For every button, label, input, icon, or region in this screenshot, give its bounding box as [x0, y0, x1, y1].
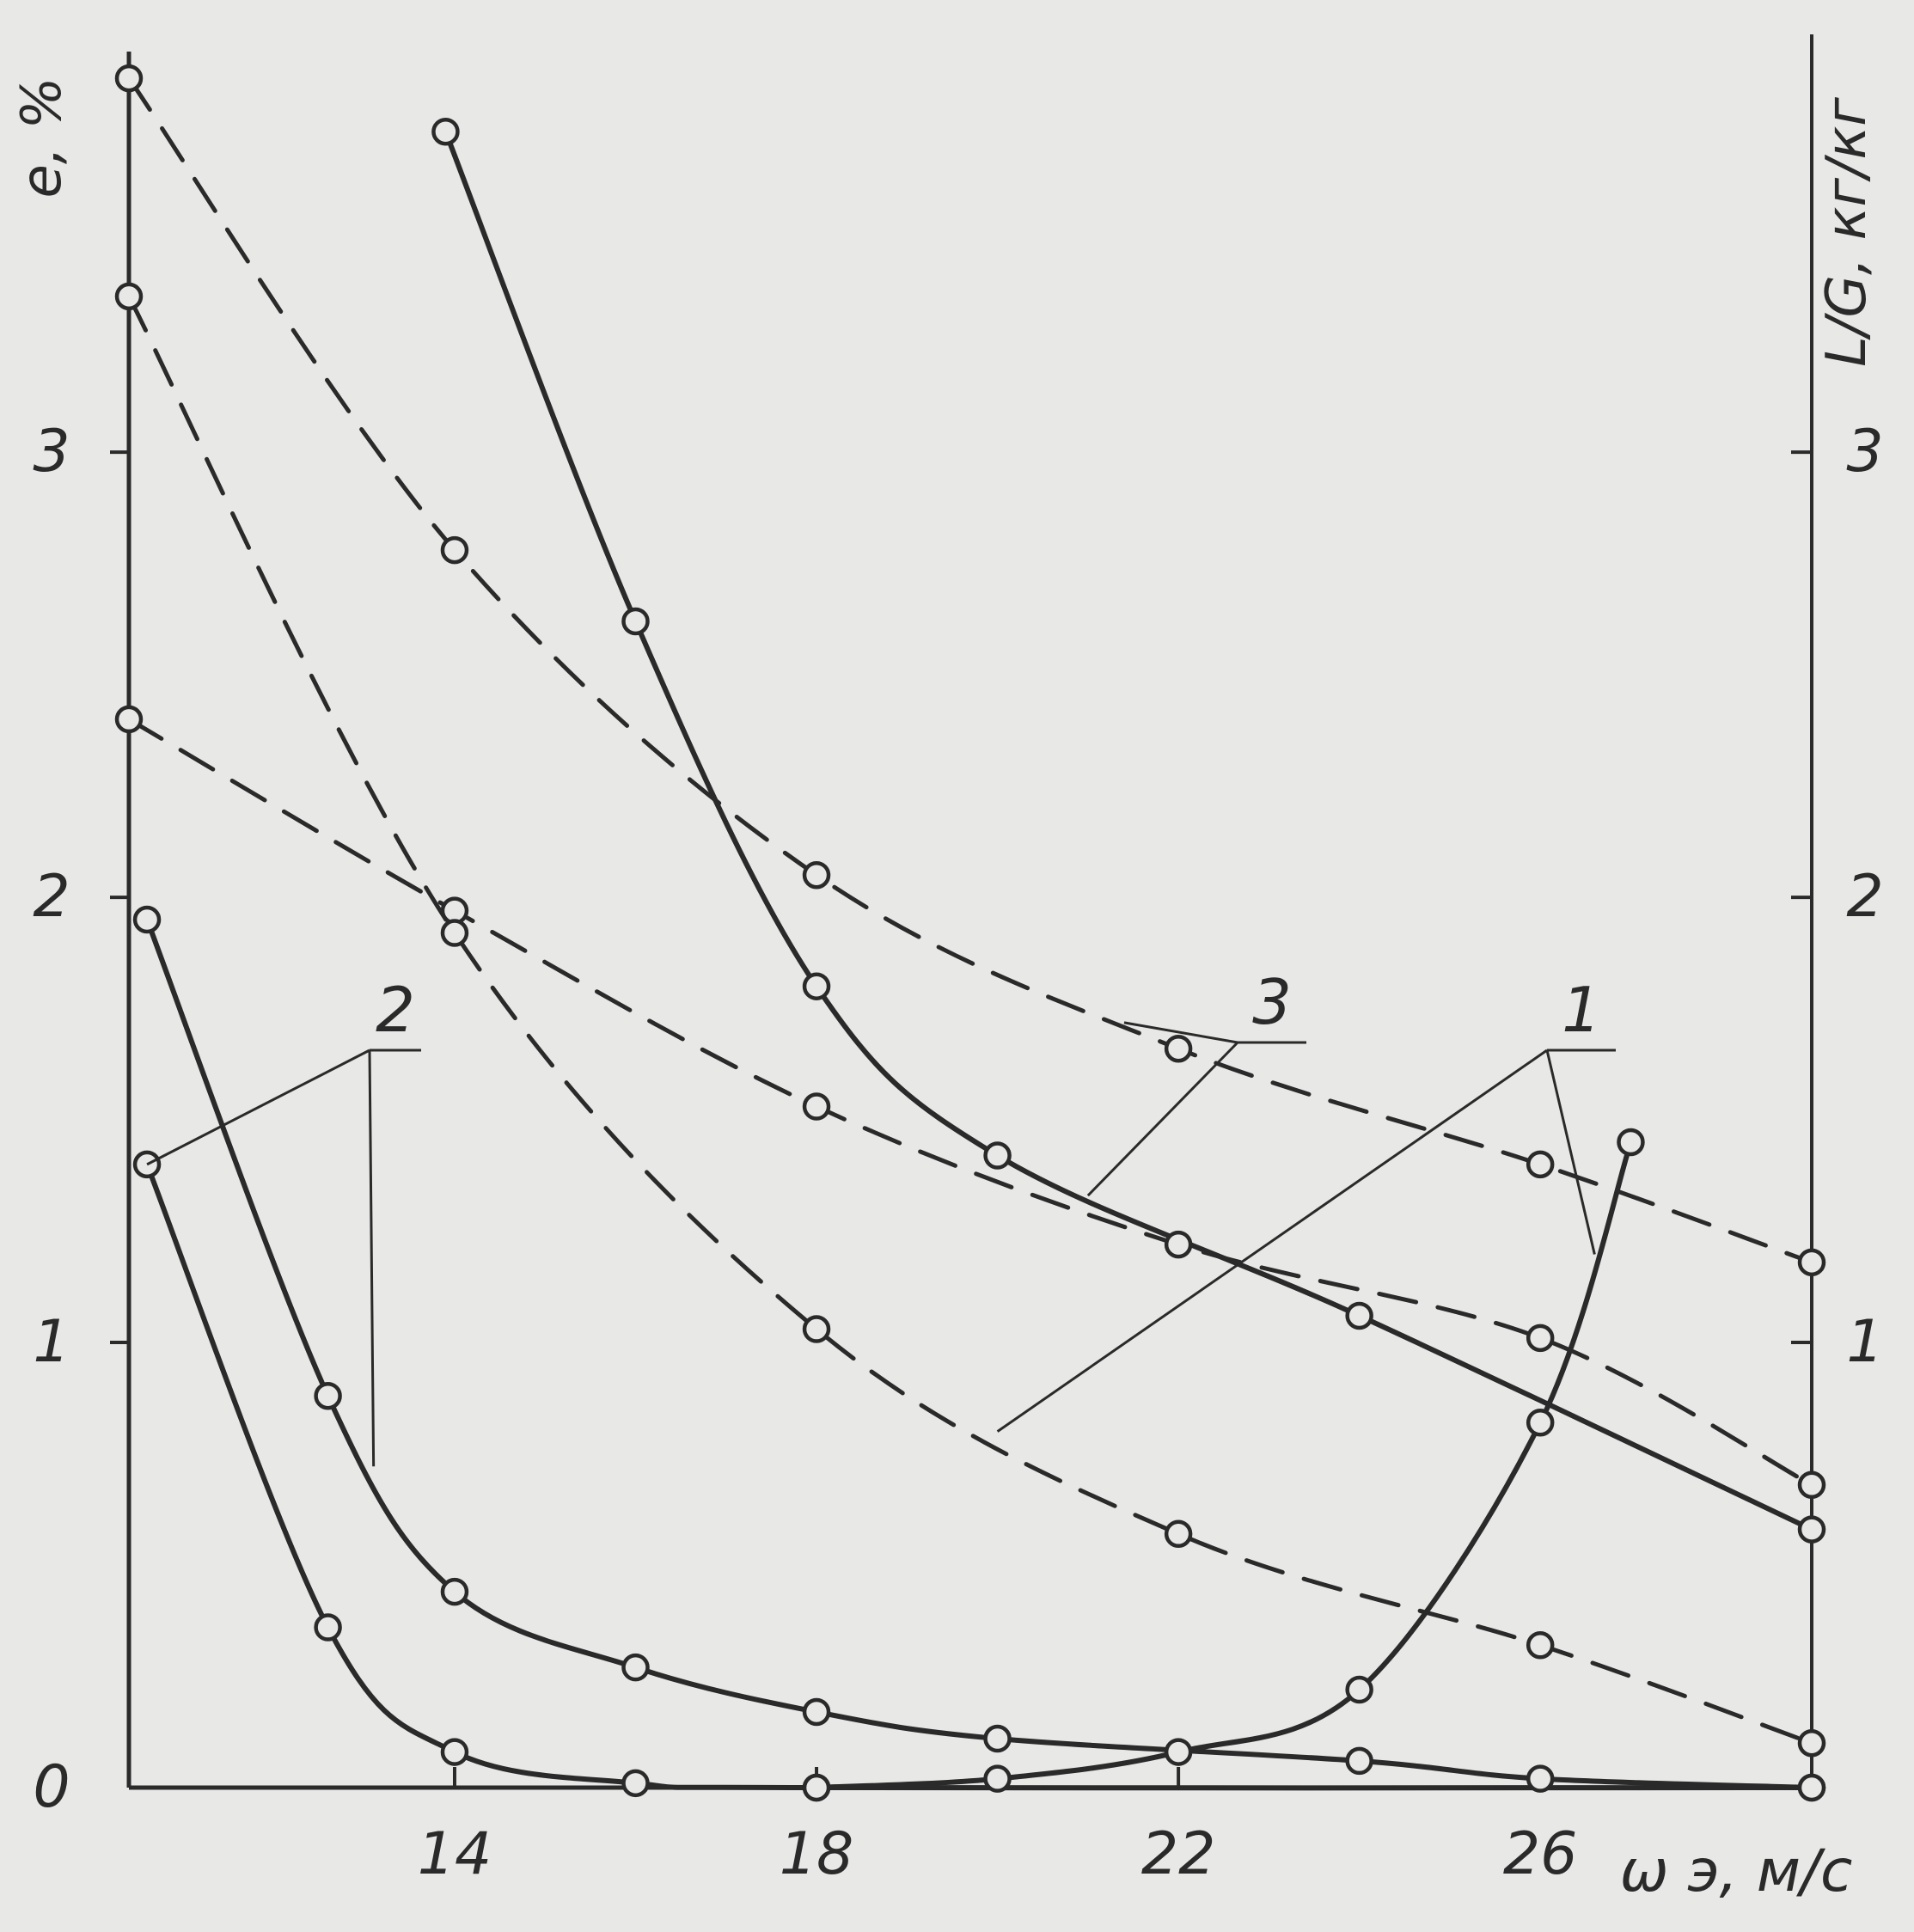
data-point: [1345, 1301, 1373, 1330]
data-point: [1526, 1324, 1555, 1353]
data-point: [802, 860, 831, 890]
x-tick-label: 22: [1141, 1820, 1216, 1888]
data-point: [440, 1577, 469, 1606]
data-point: [802, 1092, 831, 1121]
data-point: [1526, 1631, 1555, 1660]
series-line-solid-2: [144, 1161, 1814, 1791]
data-point: [802, 1315, 831, 1343]
data-point: [621, 1769, 650, 1798]
data-point: [983, 1141, 1012, 1170]
y-axis-right-title: L/G, кг/кг: [1815, 97, 1879, 367]
data-point: [802, 1773, 831, 1802]
data-point: [1617, 1128, 1645, 1157]
data-point: [1797, 1248, 1826, 1277]
callout-leader-3: [1086, 1041, 1239, 1197]
data-point: [802, 972, 831, 1000]
data-point: [314, 1381, 342, 1410]
data-point: [440, 919, 469, 947]
x-tick-label: 18: [780, 1820, 854, 1888]
y-left-tick-label: 3: [33, 418, 70, 486]
chart-annotation-layer: 1 2 3: [146, 966, 1616, 1467]
series-line-solid-1: [814, 1139, 1634, 1790]
y-right-tick-label: 2: [1846, 863, 1883, 931]
x-tick-label: 14: [418, 1820, 492, 1888]
data-point: [802, 1697, 831, 1727]
data-point: [983, 1724, 1012, 1753]
callout-leader-1: [1545, 1049, 1596, 1255]
data-point: [431, 117, 460, 146]
y-left-tick-label: 2: [33, 863, 70, 931]
data-point: [1345, 1746, 1373, 1776]
callout-leader-2: [146, 1049, 370, 1166]
data-point: [114, 282, 144, 311]
chart-series-layer: [126, 76, 1814, 1791]
data-point: [1526, 1409, 1555, 1437]
callout-label-1: 1: [1562, 974, 1601, 1046]
y-axis-left-title: e, %: [10, 77, 74, 199]
data-point: [1345, 1675, 1373, 1704]
data-point: [114, 64, 144, 93]
data-point: [1797, 1773, 1826, 1802]
x-axis-title: ω э, м/с: [1620, 1837, 1853, 1905]
data-point: [1797, 1728, 1826, 1758]
data-point: [1797, 1470, 1826, 1500]
series-line-dashed-2: [126, 717, 1814, 1488]
data-point: [621, 1653, 650, 1682]
data-point: [1526, 1764, 1555, 1793]
y-right-tick-label: 1: [1846, 1308, 1883, 1376]
data-point: [1164, 1034, 1193, 1063]
data-point: [132, 905, 162, 934]
x-tick-label: 26: [1503, 1820, 1578, 1888]
callout-label-3: 3: [1252, 966, 1292, 1038]
data-point: [440, 535, 469, 565]
data-point: [114, 705, 144, 734]
data-point: [983, 1764, 1012, 1793]
callout-leader-1: [996, 1049, 1548, 1433]
y-right-tick-label: 3: [1846, 418, 1883, 486]
chart-marker-layer: [114, 64, 1826, 1802]
data-point: [1164, 1230, 1193, 1259]
data-point: [1526, 1150, 1555, 1179]
callout-leader-2: [368, 1049, 376, 1467]
data-point: [1164, 1738, 1193, 1766]
chart-axes: 14 18 22 26 0 1 2 3 1 2 3: [33, 34, 1884, 1888]
data-point: [314, 1613, 342, 1642]
y-left-tick-label: 1: [33, 1308, 70, 1376]
chart-labels-layer: e, % L/G, кг/кг ω э, м/с: [10, 77, 1879, 1905]
callout-label-2: 2: [376, 974, 415, 1046]
series-line-solid-3: [443, 129, 1814, 1532]
data-point: [621, 607, 650, 636]
y-left-tick-label: 0: [33, 1753, 70, 1821]
data-point: [440, 1738, 469, 1766]
data-point: [1797, 1515, 1826, 1544]
series-line-dashed-3: [126, 76, 1814, 1265]
callout-leader-3: [1123, 1021, 1238, 1044]
data-point: [1164, 1519, 1193, 1549]
